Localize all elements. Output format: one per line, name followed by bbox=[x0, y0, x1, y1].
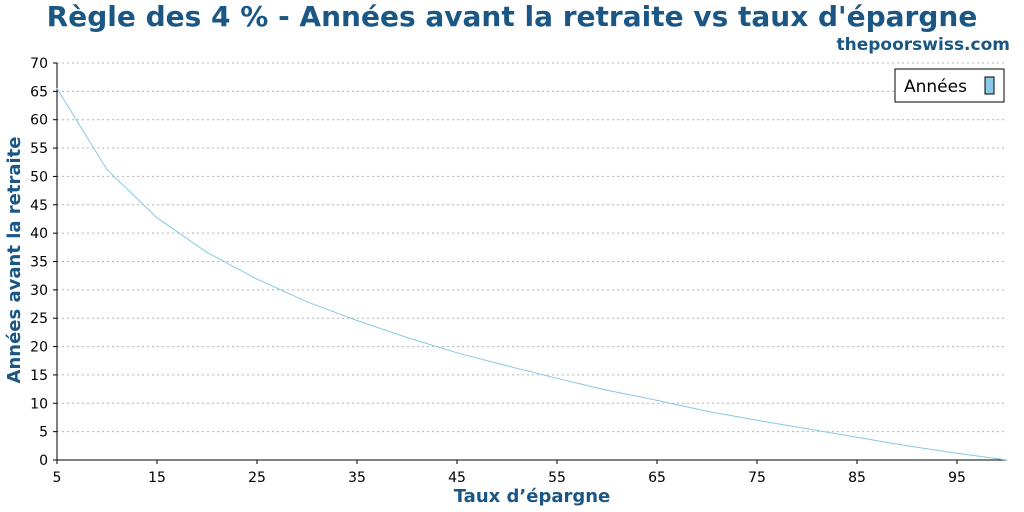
y-tick-label: 20 bbox=[30, 340, 48, 356]
data-point bbox=[1006, 459, 1008, 461]
y-tick-label: 60 bbox=[30, 113, 48, 129]
y-tick-label: 55 bbox=[30, 141, 48, 157]
series-layer bbox=[56, 87, 1008, 461]
data-point bbox=[306, 301, 308, 303]
x-tick-label: 85 bbox=[848, 470, 866, 486]
data-point bbox=[806, 428, 808, 430]
y-tick-label: 25 bbox=[30, 311, 48, 327]
chart-title: Règle des 4 % - Années avant la retraite… bbox=[46, 0, 978, 33]
x-tick-label: 15 bbox=[148, 470, 166, 486]
data-point bbox=[956, 452, 958, 454]
data-point bbox=[906, 445, 908, 447]
data-point bbox=[706, 410, 708, 412]
x-tick-label: 25 bbox=[248, 470, 266, 486]
x-axis-title: Taux d’épargne bbox=[454, 486, 611, 507]
y-tick-label: 50 bbox=[30, 169, 48, 185]
y-tick-label: 45 bbox=[30, 198, 48, 214]
legend-label: Années bbox=[904, 77, 967, 97]
x-tick-label: 75 bbox=[748, 470, 766, 486]
data-point bbox=[856, 436, 858, 438]
chart-source: thepoorswiss.com bbox=[836, 35, 1011, 55]
data-point bbox=[106, 169, 108, 171]
x-tick-label: 95 bbox=[948, 470, 966, 486]
data-point bbox=[156, 217, 158, 219]
y-tick-label: 40 bbox=[30, 226, 48, 242]
data-point bbox=[656, 399, 658, 402]
y-tick-label: 35 bbox=[30, 255, 48, 271]
y-tick-label: 5 bbox=[39, 425, 48, 441]
data-point bbox=[756, 419, 758, 421]
data-point bbox=[256, 278, 258, 280]
y-tick-label: 70 bbox=[30, 56, 48, 72]
data-point bbox=[606, 389, 608, 391]
legend-swatch bbox=[984, 76, 995, 95]
legend: Années bbox=[894, 68, 1005, 103]
y-tick-label: 0 bbox=[39, 453, 48, 469]
x-tick-label: 5 bbox=[53, 470, 62, 486]
grid-layer bbox=[57, 62, 1007, 433]
data-point bbox=[356, 319, 358, 322]
data-point bbox=[206, 251, 208, 254]
y-axis-title: Années avant la retraite bbox=[4, 137, 25, 384]
data-point bbox=[406, 336, 408, 339]
series-line bbox=[56, 88, 1008, 461]
data-point bbox=[506, 365, 508, 367]
y-tick-label: 30 bbox=[30, 283, 48, 299]
x-tick-label: 55 bbox=[548, 470, 566, 486]
x-tick-label: 65 bbox=[648, 470, 666, 486]
x-tick-label: 45 bbox=[448, 470, 466, 486]
data-point bbox=[456, 352, 458, 354]
data-point bbox=[556, 377, 558, 379]
y-tick-label: 65 bbox=[30, 84, 48, 100]
data-point bbox=[56, 87, 58, 90]
x-tick-label: 35 bbox=[348, 470, 366, 486]
y-tick-label: 10 bbox=[30, 396, 48, 412]
y-tick-label: 15 bbox=[30, 368, 48, 384]
